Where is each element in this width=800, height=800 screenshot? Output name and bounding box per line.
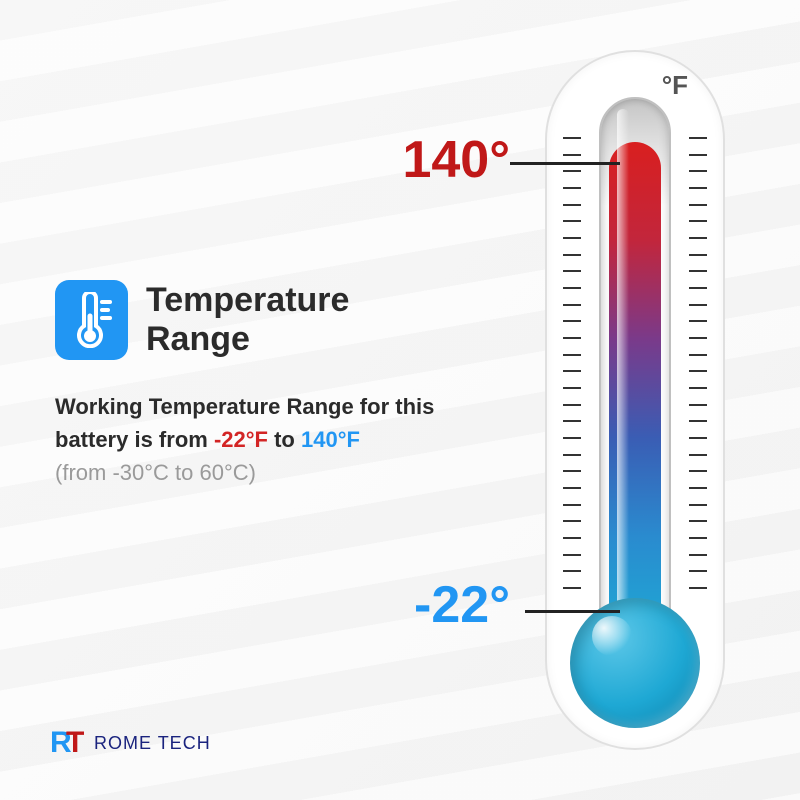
description-text: Working Temperature Range for this batte… [55, 390, 435, 489]
desc-mid: to [268, 427, 301, 452]
low-indicator-line [525, 610, 620, 613]
logo-name-2: TECH [158, 733, 211, 753]
title-text: Temperature Range [146, 281, 435, 359]
thermometer-icon [55, 280, 128, 360]
unit-label: °F [662, 70, 688, 101]
high-indicator-line [510, 162, 620, 165]
logo: R T ROME TECH [50, 726, 211, 760]
logo-text: ROME TECH [94, 733, 211, 754]
thermometer-graphic: °F 140° -22° [510, 50, 760, 750]
title-row: Temperature Range [55, 280, 435, 360]
logo-name-1: ROME [94, 733, 152, 753]
svg-text:T: T [66, 726, 84, 759]
celsius-note: (from -30°C to 60°C) [55, 460, 256, 485]
low-temp-value: -22°F [214, 427, 268, 452]
high-temp-value: 140°F [301, 427, 360, 452]
logo-rt-icon: R T [50, 726, 90, 760]
high-temp-label: 140° [402, 130, 510, 190]
low-temp-label: -22° [414, 575, 510, 635]
